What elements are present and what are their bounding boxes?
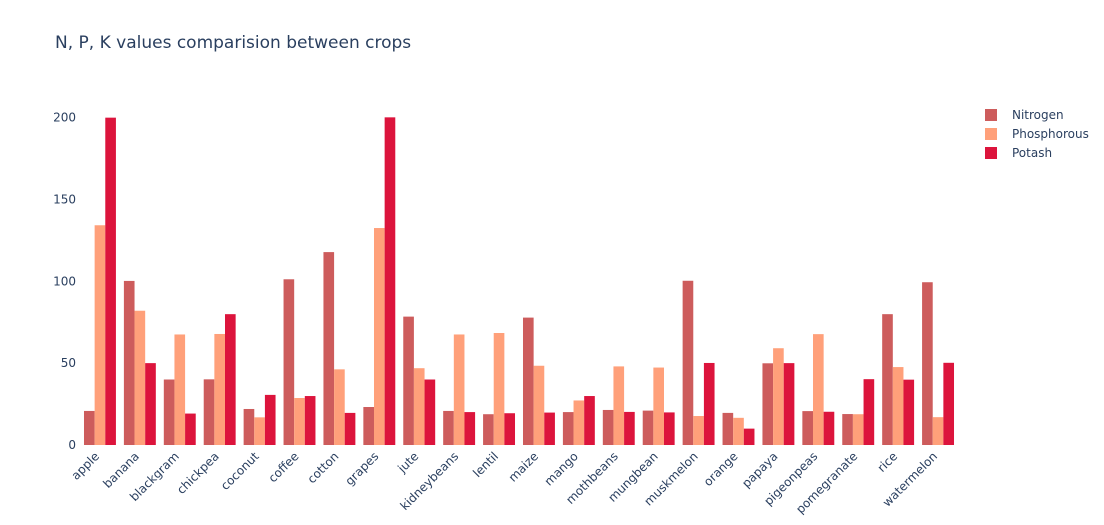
x-tick-label: coffee (266, 449, 302, 485)
y-tick-label: 50 (61, 356, 76, 370)
bar (254, 417, 265, 445)
bar (602, 409, 614, 445)
bar (504, 413, 516, 445)
bar (802, 411, 813, 445)
bar (544, 412, 555, 445)
bar (403, 316, 414, 445)
legend-swatch (985, 146, 997, 159)
bar (83, 410, 95, 445)
legend-swatch (985, 108, 997, 121)
bar (185, 413, 196, 445)
legend-label: Potash (1012, 145, 1053, 160)
bar (163, 379, 175, 445)
x-tick-label: lentil (470, 449, 501, 480)
bar (304, 396, 316, 445)
x-tick-label: chickpea (174, 449, 222, 497)
bar (283, 279, 295, 445)
bar (105, 117, 116, 445)
legend-label: Phosphorous (1012, 126, 1089, 141)
x-tick-label: rice (875, 449, 901, 475)
legend-swatch (985, 127, 997, 140)
bar (813, 334, 824, 445)
bar (573, 400, 585, 445)
bar (613, 366, 625, 445)
bar (214, 333, 225, 445)
bar (243, 408, 255, 445)
bar (892, 367, 904, 445)
bar (932, 417, 944, 445)
y-axis: 0 50 100 150 200 (53, 111, 76, 453)
legend-label: Nitrogen (1012, 107, 1064, 122)
bar (264, 394, 276, 445)
x-tick-label: mango (542, 449, 581, 488)
bar (703, 362, 715, 445)
bar (94, 225, 106, 445)
bar (384, 117, 396, 445)
bar (783, 363, 795, 446)
bar (123, 280, 135, 445)
bar (453, 334, 465, 445)
x-tick-label: jute (394, 449, 421, 476)
bar (682, 280, 694, 445)
bar (562, 412, 574, 445)
legend-item[interactable]: Potash (985, 143, 1089, 162)
bar (294, 398, 305, 445)
bar (363, 407, 374, 445)
bar (344, 412, 356, 445)
bar (664, 412, 675, 445)
bar (773, 348, 784, 445)
chart-title: N, P, K values comparision between crops (55, 33, 412, 53)
bar (584, 396, 595, 445)
bar (145, 363, 156, 446)
legend-item[interactable]: Phosphorous (985, 124, 1089, 143)
bar (743, 428, 755, 446)
x-tick-label: grapes (342, 449, 381, 488)
bar (424, 379, 436, 445)
bar (642, 410, 654, 445)
x-tick-label: orange (701, 449, 741, 489)
bar (464, 412, 476, 445)
bar (762, 363, 774, 445)
bar (653, 367, 664, 445)
bar (882, 314, 893, 445)
bars (83, 117, 955, 446)
bar (493, 333, 505, 445)
y-tick-label: 200 (53, 111, 76, 125)
bar (374, 228, 385, 445)
bar (722, 412, 734, 445)
bar (842, 414, 853, 445)
x-tick-label: maize (506, 449, 541, 484)
bar (852, 414, 864, 445)
bar (693, 416, 704, 445)
x-tick-label: coconut (218, 449, 262, 493)
bar (323, 252, 335, 445)
bar (413, 368, 425, 445)
bar (134, 310, 146, 445)
bar (225, 314, 236, 445)
bar (733, 417, 744, 445)
bar (903, 379, 915, 445)
legend-item[interactable]: Nitrogen (985, 105, 1089, 124)
bar (922, 282, 933, 445)
bar (863, 379, 875, 445)
bar (522, 317, 534, 445)
y-tick-label: 0 (68, 438, 76, 452)
legend[interactable]: Nitrogen Phosphorous Potash (985, 105, 1089, 162)
y-tick-label: 150 (53, 192, 76, 206)
bar (624, 411, 635, 445)
bar (443, 410, 454, 445)
bar (203, 379, 215, 445)
bar (483, 414, 494, 445)
x-tick-label: cotton (305, 449, 342, 486)
bar (174, 334, 186, 445)
y-tick-label: 100 (53, 274, 76, 288)
bar (823, 411, 835, 445)
bar (533, 365, 545, 445)
bar (334, 369, 345, 445)
bar (943, 362, 955, 445)
x-tick-label: apple (69, 449, 102, 482)
